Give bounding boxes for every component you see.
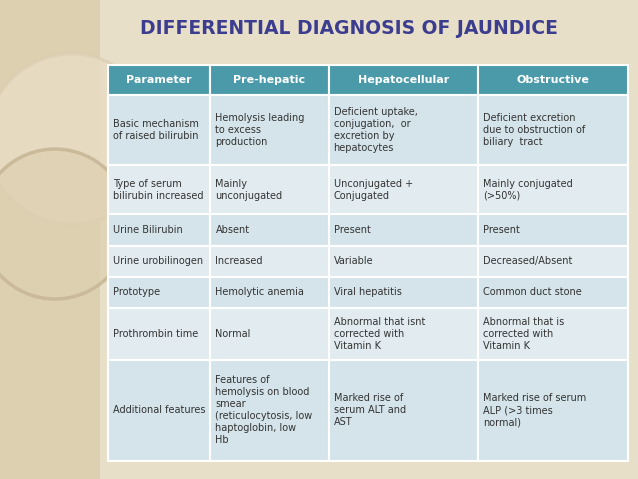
Text: Present: Present — [334, 225, 371, 235]
Text: Viral hepatitis: Viral hepatitis — [334, 287, 401, 297]
Bar — [211, 360, 329, 461]
Text: Basic mechanism
of raised bilirubin: Basic mechanism of raised bilirubin — [113, 119, 199, 141]
Bar — [478, 360, 628, 461]
Bar — [211, 308, 329, 360]
Circle shape — [0, 54, 157, 224]
Bar — [108, 246, 211, 277]
Text: Hemolytic anemia: Hemolytic anemia — [216, 287, 304, 297]
Text: Absent: Absent — [216, 225, 249, 235]
Text: Pre-hepatic: Pre-hepatic — [234, 75, 306, 85]
Bar — [211, 165, 329, 215]
Bar — [211, 246, 329, 277]
Text: Increased: Increased — [216, 256, 263, 266]
Text: Deficient uptake,
conjugation,  or
excretion by
hepatocytes: Deficient uptake, conjugation, or excret… — [334, 107, 417, 153]
Bar — [478, 95, 628, 165]
Text: Marked rise of
serum ALT and
AST: Marked rise of serum ALT and AST — [334, 393, 406, 427]
Text: Features of
hemolysis on blood
smear
(reticulocytosis, low
haptoglobin, low
Hb: Features of hemolysis on blood smear (re… — [216, 376, 313, 445]
Text: Mainly conjugated
(>50%): Mainly conjugated (>50%) — [484, 179, 573, 201]
Bar — [478, 246, 628, 277]
Text: Urine urobilinogen: Urine urobilinogen — [113, 256, 203, 266]
Bar — [329, 308, 478, 360]
Text: Urine Bilirubin: Urine Bilirubin — [113, 225, 182, 235]
Bar — [329, 65, 478, 95]
Bar — [329, 246, 478, 277]
Text: Abnormal that is
corrected with
Vitamin K: Abnormal that is corrected with Vitamin … — [484, 317, 565, 351]
Text: Mainly
unconjugated: Mainly unconjugated — [216, 179, 283, 201]
Text: Present: Present — [484, 225, 520, 235]
Text: DIFFERENTIAL DIAGNOSIS OF JAUNDICE: DIFFERENTIAL DIAGNOSIS OF JAUNDICE — [140, 19, 558, 37]
Bar — [108, 215, 211, 246]
Text: Prototype: Prototype — [113, 287, 160, 297]
Text: Hepatocellular: Hepatocellular — [358, 75, 449, 85]
Bar — [108, 277, 211, 308]
Bar — [211, 215, 329, 246]
Text: Normal: Normal — [216, 329, 251, 339]
Bar — [211, 277, 329, 308]
Text: Decreased/Absent: Decreased/Absent — [484, 256, 573, 266]
Bar — [329, 95, 478, 165]
Bar — [478, 215, 628, 246]
Bar — [108, 360, 211, 461]
Bar — [108, 165, 211, 215]
Text: Variable: Variable — [334, 256, 373, 266]
Bar — [478, 308, 628, 360]
Text: Type of serum
bilirubin increased: Type of serum bilirubin increased — [113, 179, 204, 201]
Text: Hemolysis leading
to excess
production: Hemolysis leading to excess production — [216, 113, 305, 147]
Circle shape — [0, 149, 130, 299]
Text: Abnormal that isnt
corrected with
Vitamin K: Abnormal that isnt corrected with Vitami… — [334, 317, 425, 351]
Bar — [108, 95, 211, 165]
Text: Additional features: Additional features — [113, 405, 205, 415]
Bar — [108, 65, 211, 95]
Text: Prothrombin time: Prothrombin time — [113, 329, 198, 339]
Bar — [0, 0, 100, 479]
Bar — [478, 277, 628, 308]
Bar — [329, 215, 478, 246]
Bar — [478, 65, 628, 95]
Bar — [329, 165, 478, 215]
Bar — [478, 165, 628, 215]
Bar — [108, 308, 211, 360]
Bar — [211, 95, 329, 165]
Text: Marked rise of serum
ALP (>3 times
normal): Marked rise of serum ALP (>3 times norma… — [484, 393, 586, 427]
Bar — [329, 360, 478, 461]
Text: Obstructive: Obstructive — [517, 75, 590, 85]
Text: Common duct stone: Common duct stone — [484, 287, 582, 297]
Text: Unconjugated +
Conjugated: Unconjugated + Conjugated — [334, 179, 413, 201]
Bar — [329, 277, 478, 308]
Bar — [211, 65, 329, 95]
Text: Parameter: Parameter — [126, 75, 192, 85]
Text: Deficient excretion
due to obstruction of
biliary  tract: Deficient excretion due to obstruction o… — [484, 113, 586, 147]
